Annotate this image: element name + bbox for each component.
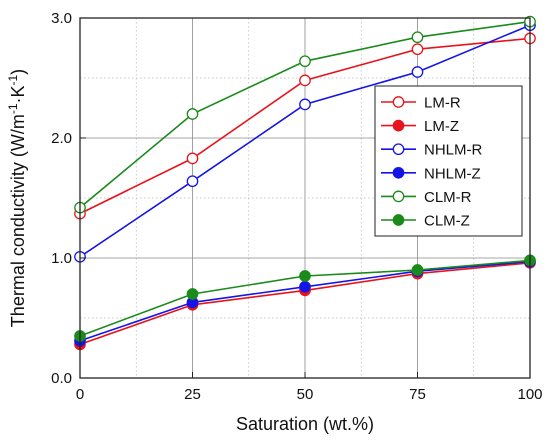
y-axis-title: Thermal conductivity (W/m-1·K-1) xyxy=(6,69,28,327)
x-tick-label: 100 xyxy=(517,386,542,403)
y-axis-title-sup1: -1 xyxy=(6,103,20,114)
data-point-clm-z xyxy=(186,288,199,300)
data-point-clm-z xyxy=(411,264,424,276)
x-axis-title: Saturation (wt.%) xyxy=(236,414,374,434)
data-point-clm-r xyxy=(299,55,311,68)
x-tick-label: 75 xyxy=(409,386,426,403)
legend-item-clm-r: CLM-R xyxy=(381,189,472,206)
legend-label: NHLM-Z xyxy=(424,165,481,182)
legend-item-lm-r: LM-R xyxy=(381,95,461,112)
y-tick-label: 0.0 xyxy=(51,370,72,387)
data-point-nhlm-r xyxy=(411,66,424,78)
legend-label: CLM-Z xyxy=(424,213,470,230)
data-point-lm-r xyxy=(186,152,199,165)
legend-marker xyxy=(392,214,405,226)
data-point-clm-r xyxy=(186,108,199,120)
y-tick-label: 3.0 xyxy=(51,10,72,27)
legend-marker xyxy=(392,143,405,156)
y-axis-title-end: ) xyxy=(8,69,28,75)
series-clm-z xyxy=(74,254,536,342)
legend-label: NHLM-R xyxy=(424,142,482,159)
legend-marker xyxy=(392,96,405,108)
legend-marker xyxy=(392,166,405,179)
legend-label: LM-R xyxy=(424,95,461,112)
data-point-nhlm-r xyxy=(186,175,199,188)
y-axis-title-sup2: -1 xyxy=(6,74,20,85)
data-point-lm-r xyxy=(411,43,424,56)
legend-marker xyxy=(392,119,405,132)
legend: LM-R LM-Z NHLM-R NHLM-Z CLM-R CLM-Z xyxy=(374,85,523,237)
legend-marker xyxy=(392,190,405,203)
y-tick-label: 1.0 xyxy=(51,250,72,267)
data-point-clm-r xyxy=(411,31,424,44)
legend-label: CLM-R xyxy=(424,189,472,206)
y-axis-title-mid: ·K xyxy=(8,85,28,103)
x-tick-label: 25 xyxy=(184,386,201,403)
legend-item-nhlm-z: NHLM-Z xyxy=(381,165,481,182)
series-nhlm-r xyxy=(74,19,536,263)
y-tick-label: 2.0 xyxy=(51,130,72,147)
series-layer xyxy=(74,15,536,351)
legend-item-lm-z: LM-Z xyxy=(381,118,459,135)
x-tick-label: 50 xyxy=(297,386,314,403)
legend-label: LM-Z xyxy=(424,118,459,135)
legend-box xyxy=(374,85,523,237)
x-tick-label: 0 xyxy=(76,386,84,403)
y-axis-title-main: Thermal conductivity (W/m xyxy=(8,114,28,327)
legend-item-nhlm-r: NHLM-R xyxy=(381,142,482,159)
axis-ticks: 0 25 50 75 100 0.0 1.0 2.0 3.0 xyxy=(51,10,542,403)
series-clm-r xyxy=(74,15,536,214)
data-point-lm-r xyxy=(299,74,311,87)
data-point-nhlm-r xyxy=(299,98,311,111)
data-point-nhlm-z xyxy=(299,280,311,293)
legend-item-clm-z: CLM-Z xyxy=(381,213,470,230)
data-point-clm-z xyxy=(299,270,311,282)
